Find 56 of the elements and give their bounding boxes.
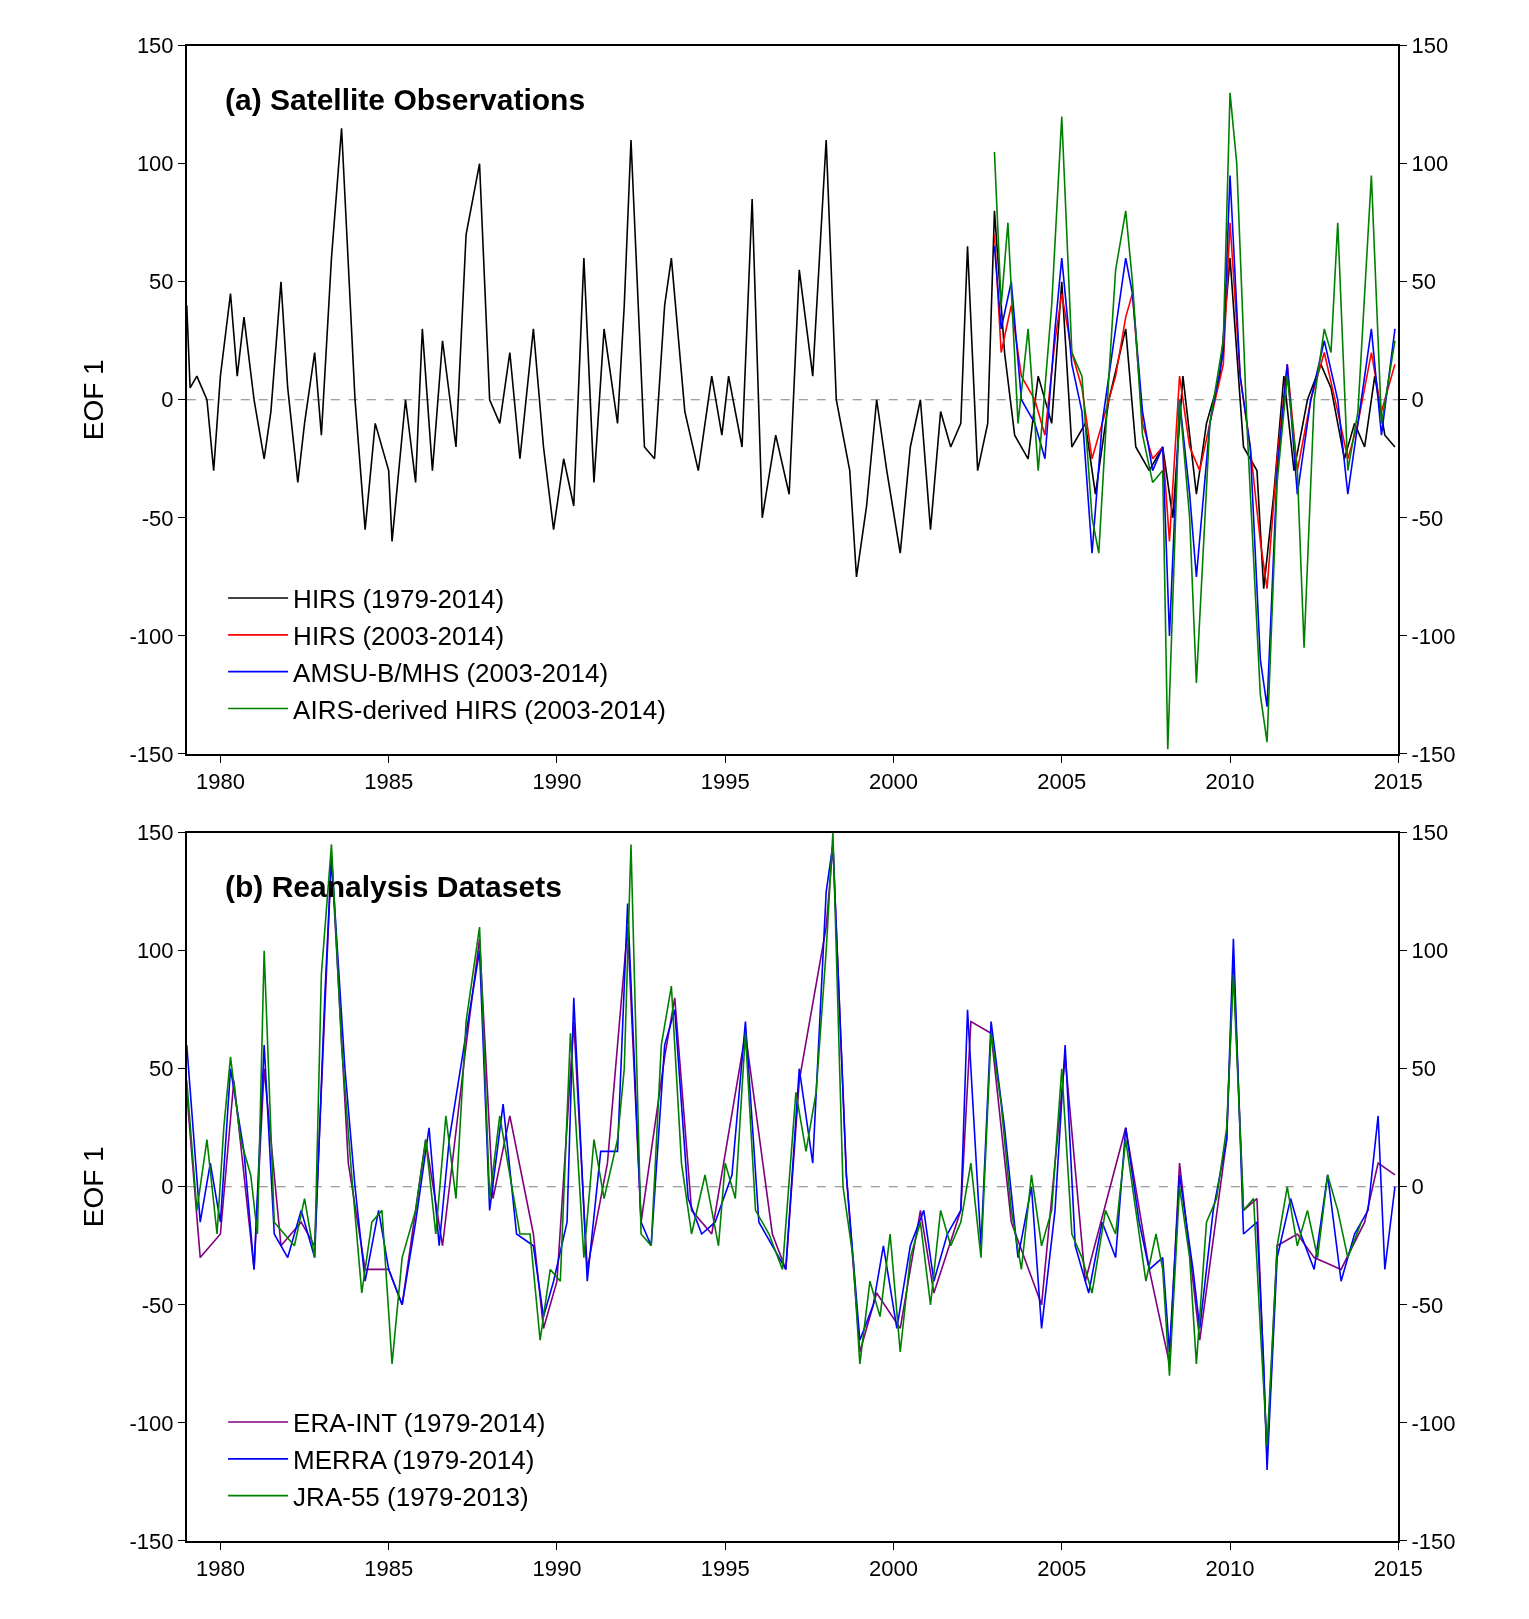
x-tick-label: 2010 <box>1205 1556 1255 1582</box>
y-tick-label: -50 <box>141 1292 174 1318</box>
x-tick-label: 2015 <box>1373 769 1423 795</box>
y2-tick-label: 150 <box>1411 820 1449 846</box>
x-tick-label: 2000 <box>869 769 918 795</box>
legend-label: AMSU-B/MHS (2003-2014) <box>293 657 609 688</box>
y-tick-label: 100 <box>136 938 174 964</box>
x-tick-label: 1995 <box>700 769 750 795</box>
line-series <box>993 92 1396 750</box>
y-tick-label: 150 <box>136 820 174 846</box>
x-tick-label: 2005 <box>1037 769 1087 795</box>
y-tick-label: 0 <box>161 387 174 413</box>
x-tick-label: 1980 <box>195 1556 245 1582</box>
y-tick-label: -150 <box>129 741 174 767</box>
legend-label: AIRS-derived HIRS (2003-2014) <box>293 694 666 725</box>
y-tick-label: 0 <box>161 1174 174 1200</box>
y-tick-label: -100 <box>129 623 174 649</box>
x-tick-label: 2010 <box>1205 769 1255 795</box>
x-tick-label: 1985 <box>364 1556 414 1582</box>
x-tick-label: 1990 <box>532 769 582 795</box>
y2-tick-label: 50 <box>1411 269 1436 295</box>
y2-tick-label: 0 <box>1411 387 1424 413</box>
x-tick-label: 2000 <box>869 1556 918 1582</box>
y2-tick-label: -50 <box>1411 1292 1444 1318</box>
y-tick-label: -50 <box>141 505 174 531</box>
y2-tick-label: -150 <box>1411 1528 1456 1554</box>
y2-tick-label: 0 <box>1411 1174 1424 1200</box>
legend-label: JRA-55 (1979-2013) <box>293 1481 529 1512</box>
x-tick-label: 2015 <box>1373 1556 1423 1582</box>
legend-label: HIRS (1979-2014) <box>293 584 505 615</box>
y-tick-label: 50 <box>149 1056 174 1082</box>
line-series <box>993 174 1396 708</box>
legend-label: ERA-INT (1979-2014) <box>293 1408 546 1439</box>
y-tick-label: -150 <box>129 1528 174 1554</box>
y2-tick-label: -100 <box>1411 1410 1456 1436</box>
y2-tick-label: 150 <box>1411 33 1449 59</box>
y-tick-label: 150 <box>136 33 174 59</box>
y2-tick-label: 50 <box>1411 1056 1436 1082</box>
x-tick-label: 1985 <box>364 769 414 795</box>
x-tick-label: 1980 <box>195 769 245 795</box>
x-tick-label: 1990 <box>532 1556 582 1582</box>
y2-tick-label: 100 <box>1411 938 1449 964</box>
y-tick-label: 100 <box>136 151 174 177</box>
legend-label: MERRA (1979-2014) <box>293 1445 535 1475</box>
legend-label: HIRS (2003-2014) <box>293 621 505 651</box>
y-axis-title: EOF 1 <box>77 1146 109 1228</box>
y-axis-title: EOF 1 <box>77 359 109 441</box>
y-tick-label: 50 <box>149 269 174 295</box>
y2-tick-label: -50 <box>1411 505 1444 531</box>
x-tick-label: 1995 <box>700 1556 750 1582</box>
y2-tick-label: 100 <box>1411 151 1449 177</box>
x-tick-label: 2005 <box>1037 1556 1087 1582</box>
y2-tick-label: -100 <box>1411 623 1456 649</box>
y-tick-label: -100 <box>129 1410 174 1436</box>
y2-tick-label: -150 <box>1411 741 1456 767</box>
text: (a) Satellite Observations <box>225 83 586 116</box>
